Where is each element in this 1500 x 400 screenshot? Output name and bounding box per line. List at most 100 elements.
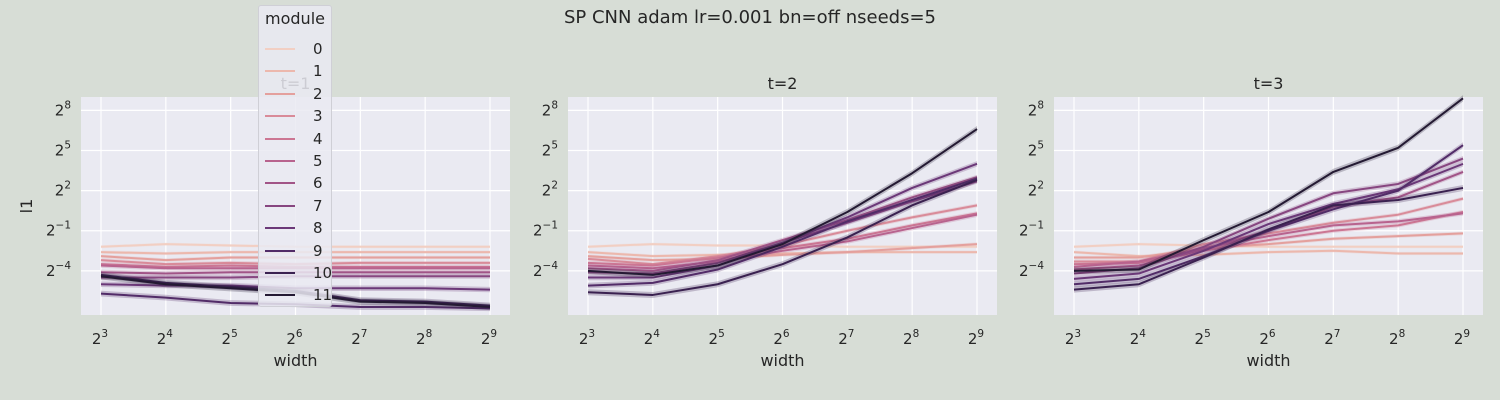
series-line-7 bbox=[1073, 157, 1464, 275]
series-line-1 bbox=[587, 251, 977, 258]
x-tick-label: 25 bbox=[1195, 328, 1211, 348]
series-line-8 bbox=[588, 162, 978, 279]
chart-panels: 232425262728292−42−1222528widthl1t=12324… bbox=[17, 74, 1483, 370]
y-axis-label: l1 bbox=[17, 199, 36, 214]
y-tick-label: 2−4 bbox=[1019, 260, 1044, 280]
legend-swatch bbox=[265, 272, 295, 274]
y-tick-label: 28 bbox=[1028, 99, 1044, 119]
legend-entry-6: 6 bbox=[265, 173, 329, 193]
legend-label: 3 bbox=[313, 107, 323, 126]
x-tick-label: 27 bbox=[838, 328, 854, 348]
series-line-4 bbox=[587, 212, 978, 267]
legend-swatch bbox=[265, 182, 295, 185]
x-tick-label: 27 bbox=[1324, 328, 1340, 348]
legend-label: 4 bbox=[313, 129, 323, 148]
x-tick-label: 23 bbox=[1065, 328, 1081, 348]
legend-label: 10 bbox=[313, 264, 333, 282]
x-tick-label: 24 bbox=[644, 328, 661, 348]
series-line-8 bbox=[1073, 162, 1464, 280]
y-tick-label: 25 bbox=[1028, 139, 1044, 159]
series-band-8 bbox=[1074, 161, 1463, 282]
legend-swatch bbox=[265, 70, 295, 73]
legend-swatch bbox=[265, 92, 295, 95]
series-line-10 bbox=[587, 178, 978, 296]
y-tick-label: 22 bbox=[1028, 180, 1044, 200]
series-line-6 bbox=[587, 176, 978, 272]
x-axis-label: width bbox=[760, 351, 804, 370]
series-band-2 bbox=[588, 242, 977, 262]
figure-title: SP CNN adam lr=0.001 bn=off nseeds=5 bbox=[564, 7, 936, 28]
legend-entry-4: 4 bbox=[265, 129, 329, 149]
legend-swatch bbox=[265, 249, 295, 252]
legend-swatch bbox=[265, 204, 295, 207]
legend-swatch bbox=[265, 115, 295, 118]
series-line-5 bbox=[587, 213, 978, 270]
x-tick-label: 29 bbox=[481, 328, 497, 348]
x-tick-label: 25 bbox=[222, 328, 238, 348]
series-line-11 bbox=[587, 128, 978, 276]
legend-swatch bbox=[265, 160, 295, 162]
y-tick-label: 22 bbox=[55, 180, 71, 200]
y-tick-label: 28 bbox=[55, 99, 71, 119]
x-tick-label: 29 bbox=[968, 328, 984, 348]
x-tick-label: 26 bbox=[1259, 328, 1276, 348]
y-tick-label: 25 bbox=[55, 139, 71, 159]
y-tick-label: 2−1 bbox=[1019, 220, 1044, 240]
legend-label: 8 bbox=[313, 219, 323, 238]
series-line-10 bbox=[1073, 186, 1464, 291]
x-tick-label: 26 bbox=[773, 328, 790, 348]
y-tick-label: 22 bbox=[542, 180, 558, 200]
legend-title: module bbox=[265, 9, 325, 28]
legend-entry-8: 8 bbox=[265, 218, 329, 238]
chart-panel-3: 23 24 25 26 27 28 29 2−4 2−1 22 25 28 width t=3 bbox=[1019, 74, 1483, 370]
series-line-3 bbox=[587, 204, 978, 266]
y-tick-label: 2−1 bbox=[46, 220, 71, 240]
legend-entry-2: 2 bbox=[265, 84, 329, 104]
legend-entry-5: 5 bbox=[265, 151, 329, 171]
y-tick-label: 28 bbox=[542, 99, 558, 119]
chart-panel-2: 23 24 25 26 27 28 29 2−4 2−1 22 25 28 width t=2 bbox=[533, 74, 997, 370]
legend-label: 1 bbox=[313, 62, 323, 81]
x-tick-label: 28 bbox=[1389, 328, 1405, 348]
legend-swatch bbox=[265, 227, 295, 230]
legend-entry-10: 10 bbox=[265, 263, 333, 283]
legend-swatch bbox=[265, 294, 295, 297]
legend-label: 5 bbox=[313, 152, 323, 170]
legend-label: 11 bbox=[313, 286, 333, 305]
series-line-11 bbox=[1073, 97, 1464, 272]
y-tick-label: 2−1 bbox=[533, 220, 558, 240]
series-line-0 bbox=[1073, 243, 1463, 248]
legend-label: 2 bbox=[313, 84, 323, 103]
panel-title: t=2 bbox=[768, 74, 798, 93]
legend-label: 6 bbox=[313, 174, 323, 193]
x-axis-label: width bbox=[273, 351, 317, 370]
legend-label: 9 bbox=[313, 241, 323, 260]
series-band-4 bbox=[1074, 209, 1463, 267]
series-line-4 bbox=[1073, 211, 1464, 266]
x-tick-label: 24 bbox=[157, 328, 174, 348]
legend-entry-1: 1 bbox=[265, 61, 329, 81]
x-tick-label: 24 bbox=[1130, 328, 1147, 348]
series-line-5 bbox=[1073, 212, 1464, 268]
x-tick-label: 23 bbox=[92, 328, 108, 348]
legend-entry-0: 0 bbox=[265, 39, 329, 59]
panel-title: t=3 bbox=[1254, 74, 1284, 93]
legend-label: 7 bbox=[313, 196, 323, 215]
series-line-9 bbox=[587, 177, 978, 287]
legend-entry-11: 11 bbox=[265, 285, 333, 305]
y-tick-label: 2−4 bbox=[533, 260, 558, 280]
legend: module 0 1 2 3 4 5 6 7 8 9 10 11 bbox=[258, 5, 332, 307]
x-tick-label: 25 bbox=[709, 328, 725, 348]
x-tick-label: 29 bbox=[1454, 328, 1470, 348]
x-axis-label: width bbox=[1246, 351, 1290, 370]
y-tick-label: 25 bbox=[542, 139, 558, 159]
legend-entry-9: 9 bbox=[265, 241, 329, 261]
legend-swatch bbox=[265, 137, 295, 140]
legend-swatch bbox=[265, 48, 295, 50]
series-line-2 bbox=[587, 243, 978, 262]
legend-entry-7: 7 bbox=[265, 196, 329, 216]
series-line-1 bbox=[1073, 249, 1463, 258]
x-tick-label: 28 bbox=[416, 328, 432, 348]
x-tick-label: 27 bbox=[351, 328, 367, 348]
